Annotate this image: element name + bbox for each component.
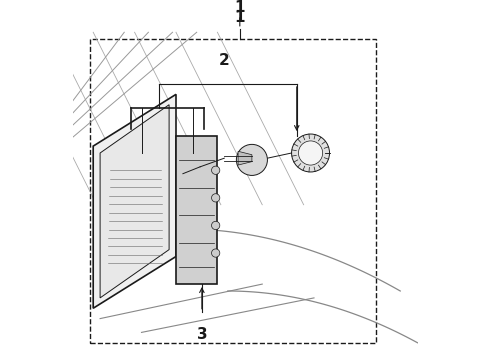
Text: 1: 1 [235, 0, 245, 15]
Circle shape [212, 249, 220, 257]
Polygon shape [100, 105, 169, 298]
Text: 1: 1 [235, 10, 245, 25]
Text: 3: 3 [196, 327, 207, 342]
Circle shape [212, 221, 220, 230]
Polygon shape [176, 136, 218, 284]
Polygon shape [93, 94, 176, 308]
Circle shape [298, 141, 322, 165]
Circle shape [212, 166, 220, 174]
Circle shape [212, 194, 220, 202]
Circle shape [236, 144, 268, 175]
Text: 2: 2 [219, 54, 230, 68]
Circle shape [292, 134, 329, 172]
Polygon shape [238, 151, 252, 165]
